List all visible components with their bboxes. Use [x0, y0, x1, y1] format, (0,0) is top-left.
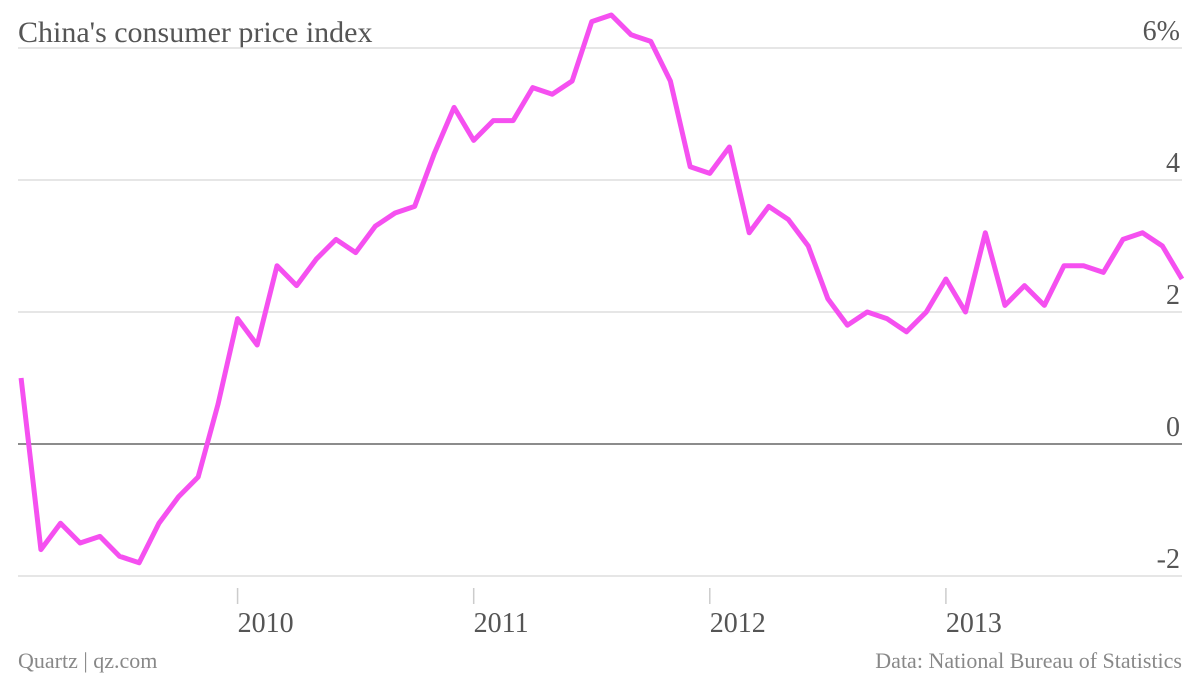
- x-tick-label: 2010: [238, 608, 294, 639]
- source: Data: National Bureau of Statistics: [875, 648, 1182, 673]
- x-tick-label: 2012: [710, 608, 766, 639]
- line: [18, 12, 1185, 566]
- x-tick-label: 2013: [946, 608, 1002, 639]
- y-tick-label: 4: [1166, 148, 1180, 179]
- credit: Quartz | qz.com: [18, 648, 157, 673]
- chart-title: China's consumer price index: [18, 16, 372, 49]
- y-tick-label: 0: [1166, 412, 1180, 443]
- y-tick-label: -2: [1157, 544, 1180, 575]
- x-tick-label: 2011: [474, 608, 529, 639]
- y-tick-label: 2: [1166, 280, 1180, 311]
- y-tick-label: 6%: [1143, 16, 1180, 47]
